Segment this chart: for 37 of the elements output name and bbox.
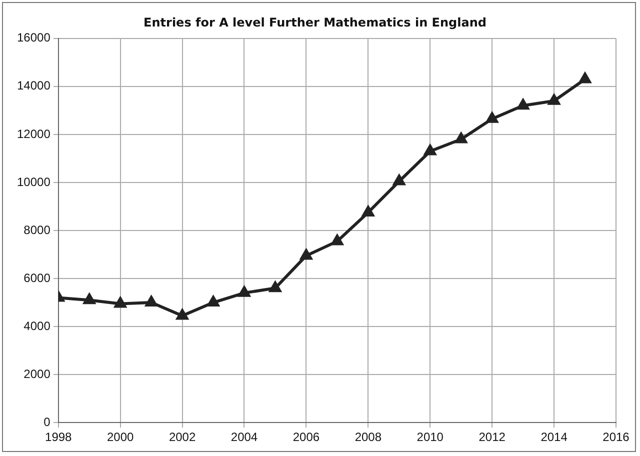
x-tick-label: 2008 [354, 430, 382, 444]
x-tick-label: 2004 [230, 430, 258, 444]
point [207, 296, 220, 307]
y-tick-label: 0 [44, 414, 51, 429]
y-tick-label: 6000 [24, 270, 51, 285]
point [548, 94, 560, 105]
y-tick-label: 10000 [16, 174, 51, 189]
point [455, 132, 467, 144]
x-tick-label: 2016 [602, 430, 630, 444]
x-tick-label: 2012 [478, 430, 506, 444]
point [362, 206, 374, 216]
x-tick-label: 2000 [106, 430, 134, 444]
y-tick-label: 14000 [16, 78, 51, 93]
y-tick-label: 2000 [24, 366, 51, 381]
x-tick-label: 2010 [416, 430, 444, 444]
point [176, 309, 188, 320]
y-tick-label: 12000 [16, 126, 51, 141]
point [579, 72, 591, 84]
point [84, 294, 96, 304]
y-tick-label: 4000 [24, 318, 51, 333]
point [269, 282, 282, 292]
point [300, 249, 312, 260]
x-tick-label: 2014 [540, 430, 568, 444]
point [424, 144, 436, 156]
point [331, 234, 344, 246]
point [517, 99, 529, 110]
point [486, 112, 498, 123]
y-tick-label: 8000 [24, 222, 51, 237]
x-tick-label: 2002 [168, 430, 196, 444]
chart-title: Entries for A level Further Mathematics in England [144, 15, 486, 30]
point [238, 286, 250, 297]
point [145, 296, 158, 307]
point [114, 297, 126, 308]
y-tick-label: 16000 [16, 30, 51, 45]
point [393, 174, 405, 186]
x-tick-label: 1998 [45, 430, 72, 444]
x-tick-label: 2006 [292, 430, 320, 444]
